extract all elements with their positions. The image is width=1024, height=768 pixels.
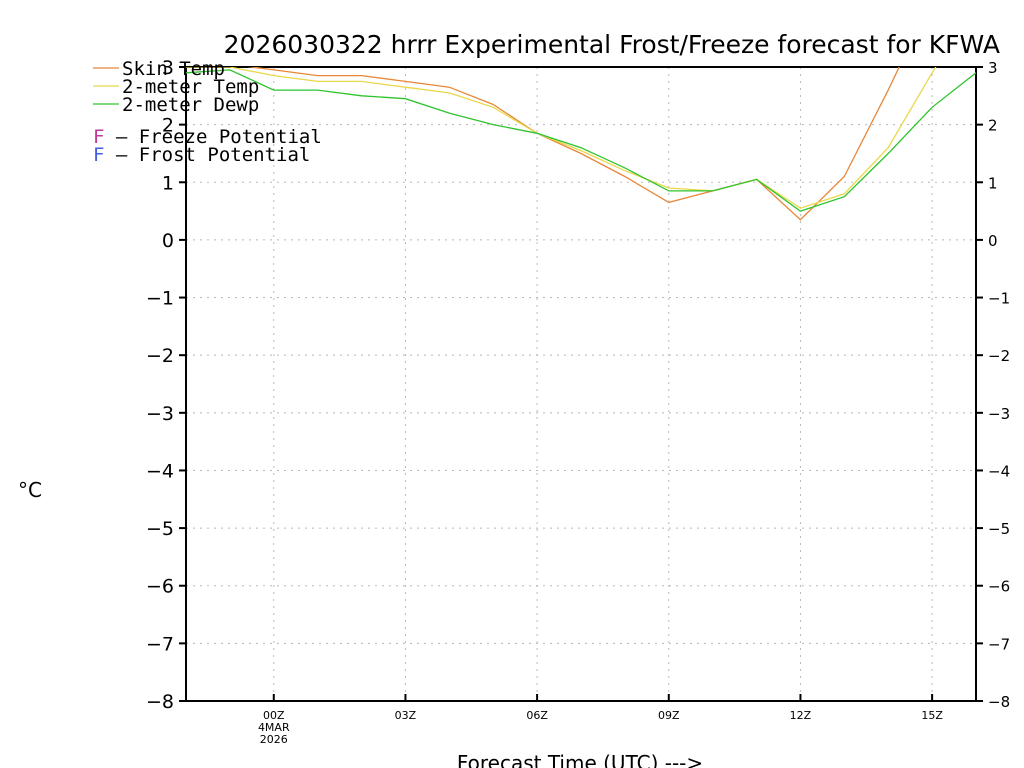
axis-ticks (179, 66, 983, 702)
x-axis-title: Forecast Time (UTC) ---> (457, 751, 703, 768)
y-tick-label-left: −5 (146, 518, 174, 540)
x-tick-sublabel-date: 4MAR (258, 721, 290, 734)
y-tick-label-left: 2 (162, 115, 174, 137)
plot-frame (185, 66, 977, 702)
y-tick-label-right: −3 (988, 405, 1010, 423)
y-tick-label-right: −1 (988, 290, 1010, 308)
y-tick-label-left: −1 (146, 288, 174, 310)
y-tick-label-right: −8 (988, 693, 1010, 711)
y-tick-label-right: −6 (988, 578, 1010, 596)
y-tick-label-right: 2 (988, 117, 998, 135)
legend-label-2-meter-temp: 2-meter Temp (122, 76, 259, 98)
y-axis-labels-right: 3 2 1 0 −1 −2 −3 −4 −5 −6 −7 −8 (988, 59, 1010, 711)
y-tick-label-left: −7 (146, 633, 174, 655)
legend-marker-text: – Frost Potential (104, 144, 310, 166)
y-axis-title: °C (18, 478, 42, 502)
x-tick-sublabel-year: 2026 (260, 733, 288, 746)
y-tick-label-right: −7 (988, 635, 1010, 653)
legend-marker: F (93, 126, 104, 148)
series-line-skin-temp (186, 67, 900, 221)
series-lines (186, 67, 976, 221)
y-tick-label-left: −6 (146, 576, 174, 598)
y-tick-label-left: −2 (146, 345, 174, 367)
x-tick-label: 06Z (526, 709, 548, 722)
y-tick-label-right: −2 (988, 347, 1010, 365)
legend-label-2-meter-dewp: 2-meter Dewp (122, 94, 259, 116)
y-axis-labels-left: 3 2 1 0 −1 −2 −3 −4 −5 −6 −7 −8 (146, 57, 174, 713)
x-tick-label: 03Z (395, 709, 417, 722)
legend-label-skin-temp: Skin Temp (122, 58, 225, 80)
y-tick-label-left: 3 (162, 57, 174, 79)
legend-marker-text: – Freeze Potential (104, 126, 321, 148)
legend-marker: F (93, 144, 104, 166)
y-tick-label-left: −4 (146, 460, 174, 482)
x-tick-label: 09Z (658, 709, 680, 722)
y-tick-label-left: −8 (146, 691, 174, 713)
legend-potential-freeze: F – Freeze Potential (93, 126, 322, 148)
chart-title: 2026030322 hrrr Experimental Frost/Freez… (224, 30, 1000, 59)
series-line-2-meter-temp (186, 67, 937, 209)
series-line-2-meter-dewp (186, 69, 976, 212)
x-tick-label: 15Z (921, 709, 943, 722)
y-tick-label-left: 1 (162, 172, 174, 194)
y-tick-label-right: 0 (988, 232, 998, 250)
y-tick-label-right: 3 (988, 59, 998, 77)
y-tick-label-right: −4 (988, 462, 1010, 480)
y-tick-label-left: 0 (162, 230, 174, 252)
legend-potential-frost: F – Frost Potential (93, 144, 310, 166)
y-tick-label-right: −5 (988, 520, 1010, 538)
x-tick-label: 00Z (263, 709, 285, 722)
grid (186, 67, 976, 701)
x-tick-label: 12Z (790, 709, 812, 722)
y-tick-label-left: −3 (146, 403, 174, 425)
y-tick-label-right: 1 (988, 174, 998, 192)
